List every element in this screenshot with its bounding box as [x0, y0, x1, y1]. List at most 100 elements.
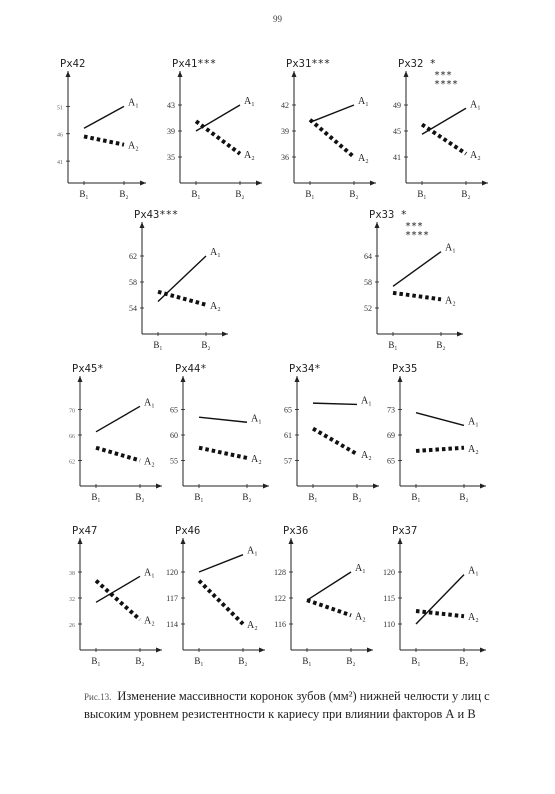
x-axis-arrow-8 — [373, 483, 379, 489]
y-tick-label-5-0: 52 — [364, 304, 372, 313]
series-line-A2-8 — [311, 426, 359, 456]
series-label-A2-2: A₂ — [358, 153, 369, 164]
x-tick-label-5-0: B₁ — [388, 340, 397, 350]
y-tick-label-2-1: 39 — [281, 127, 289, 136]
y-tick-label-13-0: 110 — [383, 620, 395, 629]
y-axis-arrow-8 — [294, 376, 300, 382]
series-label-A2-12: A₂ — [355, 611, 366, 622]
series-label-A1-1: A₁ — [244, 96, 255, 107]
x-tick-label-1-1: B₂ — [235, 189, 244, 199]
caption-number: Рис.13. — [84, 692, 112, 702]
series-label-A1-11: A₁ — [247, 546, 258, 557]
y-tick-label-7-2: 65 — [170, 406, 178, 415]
y-tick-label-4-2: 62 — [129, 252, 137, 261]
y-axis-arrow-11 — [180, 538, 186, 544]
y-axis-arrow-3 — [403, 71, 409, 77]
x-tick-label-10-1: B₂ — [135, 656, 144, 666]
y-axis-arrow-6 — [77, 376, 83, 382]
y-tick-label-1-0: 35 — [167, 153, 175, 162]
y-tick-label-1-2: 43 — [167, 101, 175, 110]
chart-title-12: Px36 — [283, 525, 308, 537]
series-line-A1-0 — [83, 105, 125, 129]
series-line-A1-10 — [95, 575, 141, 603]
y-tick-label-12-1: 122 — [274, 594, 286, 603]
series-line-A2-11 — [197, 579, 245, 626]
series-label-A1-7: A₁ — [251, 413, 262, 424]
y-tick-label-8-0: 57 — [284, 457, 292, 466]
series-line-A2-3 — [420, 122, 468, 156]
x-tick-label-7-1: B₂ — [242, 492, 251, 502]
y-tick-label-9-2: 73 — [387, 406, 395, 415]
series-line-A1-2 — [309, 104, 355, 123]
series-line-A2-4 — [157, 289, 207, 307]
series-line-A1-12 — [306, 571, 352, 601]
y-axis-arrow-1 — [177, 71, 183, 77]
significance-stars-5-1: **** — [405, 230, 429, 241]
y-tick-label-7-1: 60 — [170, 431, 178, 440]
x-axis-arrow-1 — [256, 180, 262, 186]
series-line-A2-12 — [306, 598, 352, 618]
x-tick-label-13-0: B₁ — [411, 656, 420, 666]
chart-title-2: Px31*** — [286, 58, 330, 70]
y-tick-label-5-1: 58 — [364, 278, 372, 287]
series-line-A2-6 — [95, 445, 141, 463]
y-tick-label-13-1: 115 — [383, 594, 395, 603]
y-tick-label-6-1: 66 — [69, 434, 75, 440]
x-tick-label-11-0: B₁ — [194, 656, 203, 666]
significance-stars-5-0: *** — [405, 221, 423, 232]
y-tick-label-13-2: 120 — [383, 568, 395, 577]
y-tick-label-10-0: 26 — [69, 623, 75, 629]
y-tick-label-3-2: 49 — [393, 101, 401, 110]
x-tick-label-13-1: B₂ — [459, 656, 468, 666]
x-axis-arrow-4 — [222, 331, 228, 337]
series-label-A1-10: A₁ — [144, 567, 155, 578]
series-label-A2-4: A₂ — [210, 301, 221, 312]
chart-title-9: Px35 — [392, 363, 417, 375]
series-label-A2-13: A₂ — [468, 612, 479, 623]
x-tick-label-2-1: B₂ — [349, 189, 358, 199]
chart-title-1: Px41*** — [172, 58, 216, 70]
series-label-A1-8: A₁ — [361, 395, 372, 406]
y-axis-arrow-13 — [397, 538, 403, 544]
chart-title-4: Px43*** — [134, 209, 178, 221]
x-tick-label-7-0: B₁ — [194, 492, 203, 502]
series-label-A2-11: A₂ — [247, 620, 258, 631]
charts-figure: Px42 41 46 51 B₁ B₂ A₁ A₂ Px41*** 35 39 43 B₁ B₂ A₁ A₂ P… — [57, 58, 488, 666]
series-line-A1-11 — [198, 554, 244, 573]
y-tick-label-0-0: 41 — [57, 160, 63, 166]
series-label-A2-8: A₂ — [361, 450, 372, 461]
y-tick-label-2-0: 36 — [281, 153, 289, 162]
x-tick-label-3-0: B₁ — [417, 189, 426, 199]
series-label-A1-5: A₁ — [445, 243, 456, 254]
x-tick-label-11-1: B₂ — [238, 656, 247, 666]
x-tick-label-10-0: B₁ — [91, 656, 100, 666]
y-tick-label-3-1: 45 — [393, 127, 401, 136]
x-axis-arrow-13 — [480, 647, 486, 653]
x-tick-label-9-0: B₁ — [411, 492, 420, 502]
x-tick-label-4-0: B₁ — [153, 340, 162, 350]
y-tick-label-11-1: 117 — [166, 594, 178, 603]
y-tick-label-11-2: 120 — [166, 568, 178, 577]
significance-stars-3-1: **** — [434, 79, 458, 90]
series-line-A2-13 — [415, 609, 465, 619]
y-tick-label-11-0: 114 — [166, 620, 178, 629]
x-axis-arrow-11 — [259, 647, 265, 653]
chart-title-8: Px34* — [289, 363, 321, 375]
series-label-A1-6: A₁ — [144, 397, 155, 408]
y-axis-arrow-5 — [374, 222, 380, 228]
series-label-A2-5: A₂ — [445, 295, 456, 306]
x-axis-arrow-6 — [156, 483, 162, 489]
y-axis-arrow-7 — [180, 376, 186, 382]
caption-text: Изменение массивности коронок зубов (мм²… — [84, 689, 490, 721]
y-tick-label-7-0: 55 — [170, 457, 178, 466]
y-axis-arrow-0 — [65, 71, 71, 77]
chart-title-0: Px42 — [60, 58, 85, 70]
series-line-A2-5 — [392, 290, 442, 302]
x-tick-label-1-0: B₁ — [191, 189, 200, 199]
x-tick-label-0-1: B₂ — [119, 189, 128, 199]
series-line-A1-9 — [415, 412, 465, 427]
y-tick-label-2-2: 42 — [281, 101, 289, 110]
series-line-A2-9 — [415, 445, 465, 453]
x-tick-label-4-1: B₂ — [201, 340, 210, 350]
x-tick-label-12-0: B₁ — [302, 656, 311, 666]
